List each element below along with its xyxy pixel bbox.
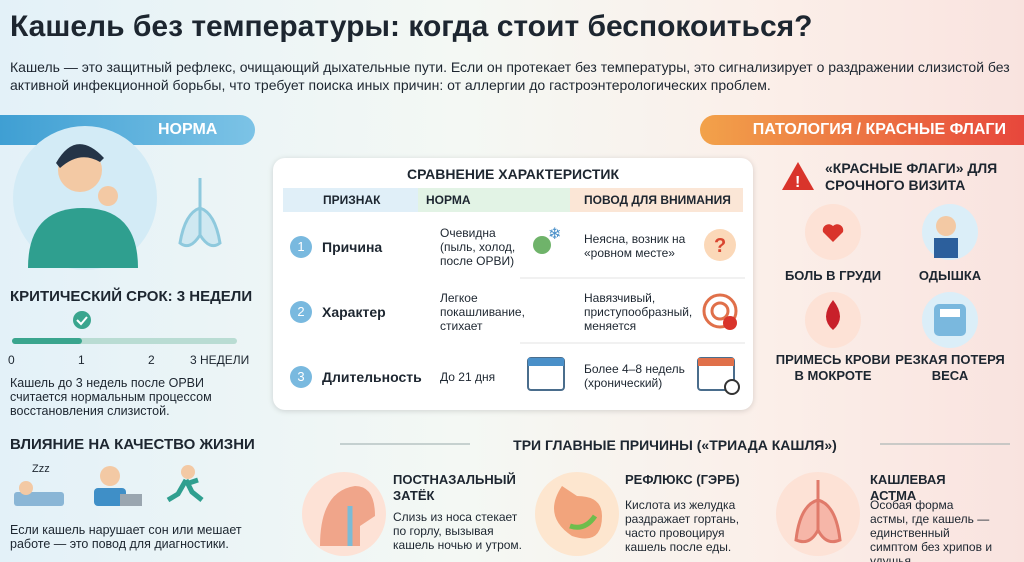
attention-text: Неясна, возник на «ровном месте» <box>584 232 686 260</box>
row-icons: ❄ ? <box>520 226 745 395</box>
flag-label: БОЛЬ В ГРУДИ <box>784 268 882 283</box>
flag-label: РЕЗКАЯ ПОТЕРЯ ВЕСА <box>895 352 1005 383</box>
scale-label: 2 <box>148 353 155 367</box>
cause-name: ПОСТНАЗАЛЬНЫЙ ЗАТЁК <box>393 472 516 503</box>
causes-rule <box>340 443 1010 445</box>
scale-label: 0 <box>8 353 15 367</box>
term-text: Кашель до 3 недель после ОРВИ считается … <box>10 376 212 418</box>
svg-text:❄: ❄ <box>548 226 561 243</box>
column-header: ПРИЗНАК <box>283 188 418 212</box>
svg-text:Zzz: Zzz <box>32 463 50 475</box>
life-text: Если кашель нарушает сон или мешает рабо… <box>10 523 242 551</box>
person-illustration <box>13 126 222 270</box>
cause-name: КАШЛЕВАЯ АСТМА <box>870 472 946 503</box>
attention-text: Более 4–8 недель (хронический) <box>584 362 685 390</box>
flag-icons <box>805 204 978 348</box>
scale-label: 1 <box>78 353 85 367</box>
norm-text: Легкое покашливание, стихает <box>440 291 525 333</box>
norm-text: До 21 дня <box>440 370 496 384</box>
column-header: НОРМА <box>418 188 570 212</box>
term-title: КРИТИЧЕСКИЙ СРОК: 3 НЕДЕЛИ <box>10 288 253 305</box>
norm-text: Очевидна (пыль, холод, после ОРВИ) <box>440 226 516 268</box>
flag-label: ОДЫШКА <box>918 268 982 283</box>
intro: Кашель — это защитный рефлекс, очищающий… <box>10 59 1010 93</box>
table-title: СРАВНЕНИЕ ХАРАКТЕРИСТИК <box>406 166 620 182</box>
warning-icon: ! <box>782 162 814 191</box>
row-name: Длительность <box>322 369 422 385</box>
row-number: 3 <box>290 366 312 388</box>
scale-label: 3 НЕДЕЛИ <box>190 353 250 367</box>
cause-name: РЕФЛЮКС (ГЭРБ) <box>625 472 740 487</box>
timeline <box>12 311 237 344</box>
pathology-heading: ПАТОЛОГИЯ / КРАСНЫЕ ФЛАГИ <box>700 115 1024 145</box>
row-number: 2 <box>290 301 312 323</box>
cause-icons <box>302 472 860 556</box>
causes-title: ТРИ ГЛАВНЫЕ ПРИЧИНЫ («ТРИАДА КАШЛЯ») <box>513 437 837 453</box>
svg-text:!: ! <box>795 174 800 191</box>
cause-text: Особая форма астмы, где кашель — единств… <box>870 498 993 562</box>
life-title: ВЛИЯНИЕ НА КАЧЕСТВО ЖИЗНИ <box>10 436 255 453</box>
cause-text: Слизь из носа стекает по горлу, вызывая … <box>393 510 523 552</box>
flags-title: «КРАСНЫЕ ФЛАГИ» ДЛЯ СРОЧНОГО ВИЗИТА <box>825 160 998 193</box>
column-header: ПОВОД ДЛЯ ВНИМАНИЯ <box>570 188 743 212</box>
row-number: 1 <box>290 236 312 258</box>
life-icons: Zzz <box>14 463 204 506</box>
flag-label: ПРИМЕСЬ КРОВИ В МОКРОТЕ <box>775 352 891 383</box>
title: Кашель без температуры: когда стоит бесп… <box>10 10 813 43</box>
row-name: Характер <box>322 304 386 320</box>
svg-text:?: ? <box>714 235 726 257</box>
row-name: Причина <box>322 239 383 255</box>
cause-text: Кислота из желудка раздражает гортань, ч… <box>625 498 740 554</box>
attention-text: Навязчивый, приступообразный, меняется <box>584 291 693 333</box>
